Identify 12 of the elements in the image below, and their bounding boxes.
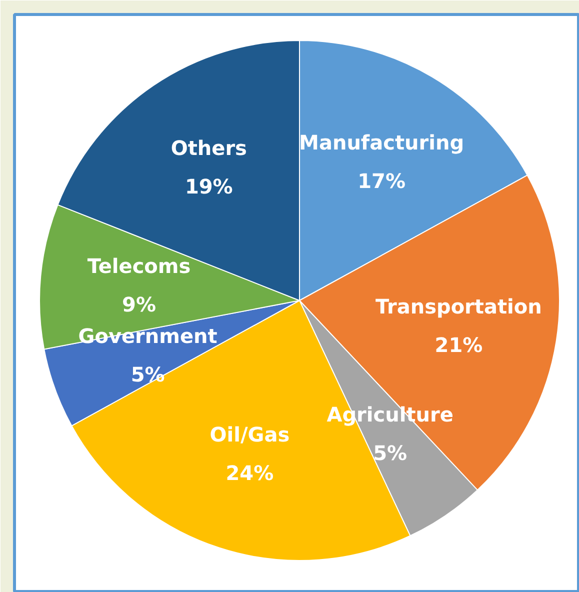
slice-label: Manufacturing (299, 130, 464, 155)
slice-label: Others (170, 136, 247, 160)
slice-label: Telecoms (87, 254, 191, 278)
data-label: 5% (373, 441, 408, 466)
data-label: 9% (122, 292, 156, 317)
data-label: 5% (130, 362, 165, 386)
data-label: 24% (226, 461, 274, 486)
slice-label: Oil/Gas (210, 422, 290, 447)
data-label: 17% (358, 168, 406, 193)
data-label: 19% (184, 174, 233, 198)
data-label: 21% (434, 332, 483, 357)
slice-label: Transportation (376, 294, 542, 319)
